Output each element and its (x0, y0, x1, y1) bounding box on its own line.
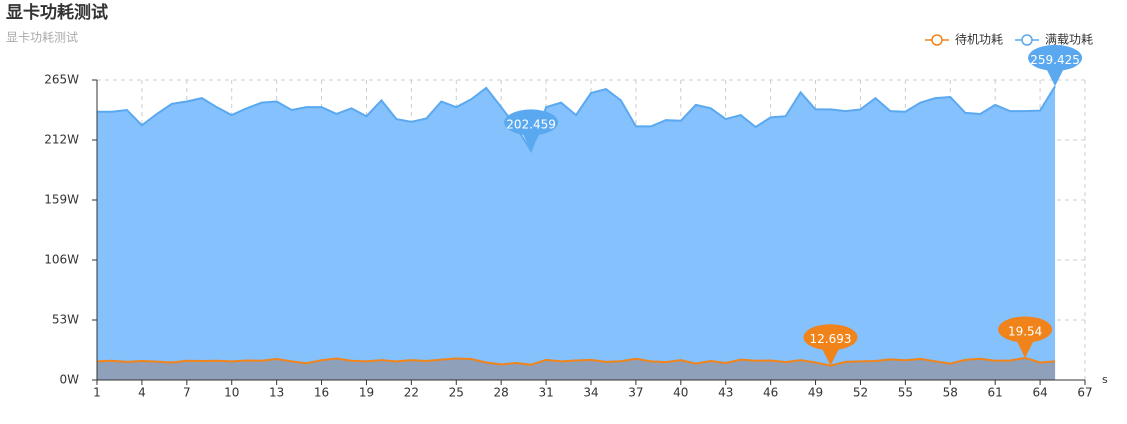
mark-label: 19.54 (1008, 324, 1042, 338)
x-tick-label: 16 (314, 386, 329, 400)
x-tick-label: 28 (494, 386, 509, 400)
legend-icon (1021, 34, 1033, 46)
x-tick-label: 10 (224, 386, 239, 400)
chart-subtitle: 显卡功耗测试 (6, 30, 78, 45)
y-tick-label: 106W (44, 253, 79, 267)
mark-label: 12.693 (810, 332, 852, 346)
x-tick-label: 43 (718, 386, 733, 400)
y-tick-label: 0W (60, 373, 80, 387)
mark-label: 202.459 (506, 117, 556, 131)
y-tick-label: 159W (44, 193, 79, 207)
chart-title: 显卡功耗测试 (6, 2, 108, 23)
mark-label: 259.425 (1030, 53, 1080, 67)
mark-pin (504, 109, 559, 151)
y-tick-label: 53W (52, 313, 79, 327)
x-tick-label: 19 (359, 386, 374, 400)
y-tick-label: 265W (44, 73, 79, 87)
legend-label: 待机功耗 (955, 33, 1003, 47)
area (97, 86, 1056, 381)
legend-icon (931, 34, 943, 46)
x-tick-label: 22 (404, 386, 419, 400)
line (97, 85, 1056, 154)
line (96, 356, 1056, 367)
y-tick-label: 212W (44, 133, 79, 147)
mark-pin (998, 316, 1053, 358)
x-tick-label: 52 (853, 386, 868, 400)
x-tick-label: 61 (988, 386, 1003, 400)
x-tick-label: 13 (269, 386, 284, 400)
x-tick-label: 58 (943, 386, 958, 400)
mark-pin (803, 324, 858, 366)
x-tick-label: 40 (673, 386, 688, 400)
x-tick-label: 1 (93, 386, 101, 400)
x-axis-name: s (1102, 373, 1108, 386)
x-tick-label: 7 (183, 386, 191, 400)
x-tick-label: 37 (628, 386, 643, 400)
x-tick-label: 25 (449, 386, 464, 400)
x-tick-label: 49 (808, 386, 823, 400)
x-tick-label: 31 (538, 386, 553, 400)
x-tick-label: 46 (763, 386, 778, 400)
x-tick-label: 64 (1032, 386, 1047, 400)
mark-pin (1028, 44, 1083, 87)
x-tick-label: 67 (1077, 386, 1092, 400)
legend-label: 满载功耗 (1045, 33, 1093, 47)
x-tick-label: 34 (583, 386, 598, 400)
x-tick-label: 4 (138, 386, 146, 400)
x-tick-label: 55 (898, 386, 913, 400)
